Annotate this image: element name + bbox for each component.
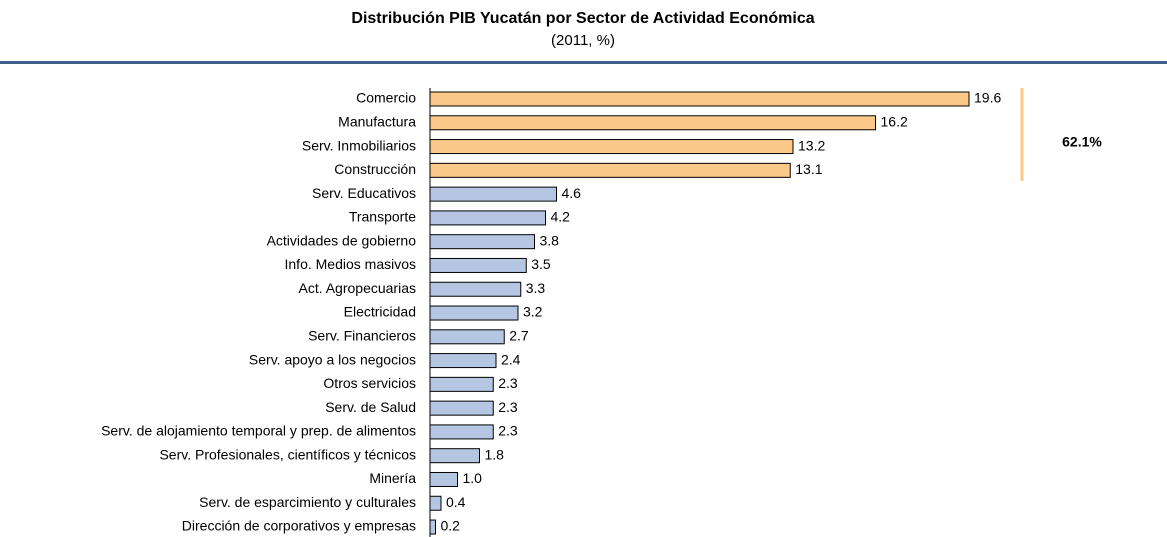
bar: [429, 353, 497, 369]
data-label: 2.3: [498, 399, 518, 415]
y-tick-label: Minería: [369, 470, 416, 486]
bar: [429, 495, 442, 511]
bar: [429, 210, 546, 226]
data-label: 2.3: [498, 423, 518, 439]
bar: [429, 281, 522, 297]
bar: [429, 424, 494, 440]
data-label: 3.3: [526, 280, 546, 296]
y-tick-label: Serv. de esparcimiento y culturales: [199, 494, 416, 510]
y-tick-label: Serv. Financieros: [308, 328, 416, 344]
bar: [429, 91, 970, 107]
bar: [429, 376, 494, 392]
y-tick-label: Transporte: [349, 209, 416, 225]
bar: [429, 471, 458, 487]
data-label: 0.2: [441, 518, 461, 534]
data-label: 13.2: [798, 137, 825, 153]
data-label: 13.1: [795, 161, 822, 177]
bar: [429, 162, 791, 178]
data-label: 2.3: [498, 375, 518, 391]
y-tick-label: Electricidad: [344, 304, 416, 320]
annotation: 62.1%: [1062, 134, 1102, 150]
y-tick-label: Comercio: [356, 90, 416, 106]
bar: [429, 448, 480, 464]
data-label: 1.8: [485, 446, 505, 462]
y-tick-label: Construcción: [334, 161, 416, 177]
y-tick-label: Act. Agropecuarias: [298, 280, 416, 296]
data-label: 4.2: [551, 209, 571, 225]
data-label: 19.6: [974, 90, 1001, 106]
y-tick-label: Info. Medios masivos: [285, 256, 417, 272]
data-label: 3.8: [540, 232, 560, 248]
data-label: 2.4: [501, 351, 521, 367]
data-label: 16.2: [881, 113, 908, 129]
data-label: 3.2: [523, 304, 543, 320]
bar: [429, 186, 557, 202]
chart-subtitle: (2011, %): [551, 32, 615, 49]
bar: [429, 115, 876, 131]
bar: [429, 519, 436, 535]
y-tick-label: Actividades de gobierno: [267, 232, 417, 248]
y-tick-label: Otros servicios: [323, 375, 416, 391]
bar: [429, 257, 527, 273]
chart-title: Distribución PIB Yucatán por Sector de A…: [351, 10, 814, 27]
data-label: 4.6: [562, 185, 582, 201]
bar: [429, 329, 505, 345]
bar: [429, 400, 494, 416]
y-tick-label: Serv. Profesionales, científicos y técni…: [159, 446, 416, 462]
bar: [429, 234, 535, 250]
y-tick-label: Serv. apoyo a los negocios: [249, 351, 416, 367]
data-label: 0.4: [446, 494, 466, 510]
y-tick-label: Serv. de Salud: [325, 399, 416, 415]
y-tick-label: Dirección de corporativos y empresas: [182, 518, 416, 534]
bar: [429, 139, 794, 155]
bar: [429, 305, 519, 321]
y-tick-label: Serv. Inmobiliarios: [302, 137, 416, 153]
y-tick-label: Serv. de alojamiento temporal y prep. de…: [101, 423, 416, 439]
data-label: 2.7: [509, 328, 529, 344]
y-tick-label: Serv. Educativos: [312, 185, 416, 201]
data-label: 3.5: [531, 256, 551, 272]
data-label: 1.0: [463, 470, 483, 486]
y-tick-label: Manufactura: [338, 113, 416, 129]
header-rule: [0, 61, 1167, 64]
